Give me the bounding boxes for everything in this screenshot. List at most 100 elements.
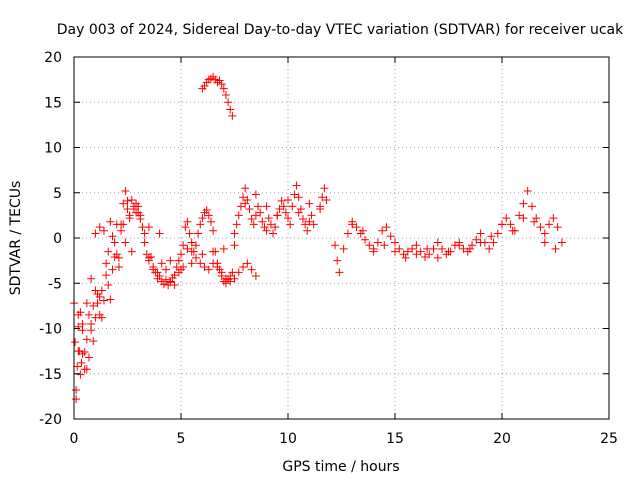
data-point [339,244,348,253]
data-point [294,193,303,202]
data-point [395,244,404,253]
data-point [262,202,271,211]
data-point [553,223,562,232]
data-point [209,259,218,268]
data-point [365,241,374,250]
data-point [472,235,481,244]
data-point [93,299,102,308]
data-point [288,202,297,211]
data-point [369,244,378,253]
data-point [77,358,86,367]
data-point [243,259,252,268]
data-point [264,214,273,223]
data-point [202,205,211,214]
data-point [181,223,190,232]
y-tick-label: 5 [53,186,62,202]
data-point [221,274,230,283]
data-point [493,229,502,238]
data-point [549,214,558,223]
data-point [239,262,248,271]
data-point [155,272,164,281]
y-tick-label: -15 [39,367,62,383]
data-point [455,241,464,250]
data-points [70,72,566,404]
data-point [373,238,382,247]
data-point [318,193,327,202]
x-tick-label: 25 [600,431,618,447]
data-point [433,238,442,247]
x-axis-label: GPS time / hours [282,459,399,475]
data-point [399,250,408,259]
data-point [416,247,425,256]
x-tick-label: 10 [279,431,297,447]
y-tick-label: -5 [48,276,62,292]
data-point [485,244,494,253]
data-point [89,337,98,346]
data-point [159,280,168,289]
data-point [142,250,151,259]
data-point [438,244,447,253]
data-point [408,244,417,253]
y-tick-label: 20 [44,50,62,66]
data-point [380,241,389,250]
data-point [551,244,560,253]
data-point [309,220,318,229]
data-point [241,199,250,208]
data-point [386,232,395,241]
data-point [187,259,196,268]
data-point [144,223,153,232]
data-point [112,250,121,259]
y-axis-label: SDTVAR / TECUs [8,181,24,296]
data-point [444,247,453,256]
data-point [224,275,233,284]
data-point [80,365,89,374]
data-point [262,226,271,235]
data-point [292,181,301,190]
data-point [527,202,536,211]
data-point [191,253,200,262]
data-point [273,211,282,220]
data-point [179,241,188,250]
data-point [465,244,474,253]
data-point [286,220,295,229]
tick-marks [73,56,610,420]
data-point [226,277,235,286]
data-point [382,223,391,232]
data-point [89,301,98,310]
data-point [187,247,196,256]
data-point [412,250,421,259]
data-point [251,272,260,281]
data-point [217,268,226,277]
data-point [236,202,245,211]
data-point [331,241,340,250]
data-point [251,190,260,199]
data-point [99,296,108,305]
data-point [271,223,280,232]
data-point [307,211,316,220]
data-point [99,226,108,235]
data-point [489,238,498,247]
data-point [508,226,517,235]
data-point [515,211,524,220]
data-point [200,81,209,90]
data-point [87,326,96,335]
data-point [209,247,218,256]
data-point [80,348,89,357]
data-point [269,229,278,238]
data-point [301,220,310,229]
data-point [76,370,85,379]
data-point [468,241,477,250]
data-point [412,241,421,250]
data-point [209,226,218,235]
data-point [226,105,235,114]
data-point [260,223,269,232]
data-point [476,229,485,238]
y-tick-label: 15 [44,95,62,111]
data-point [82,335,91,344]
data-point [239,193,248,202]
data-point [532,214,541,223]
data-point [506,220,515,229]
data-point [91,229,100,238]
data-point [294,208,303,217]
